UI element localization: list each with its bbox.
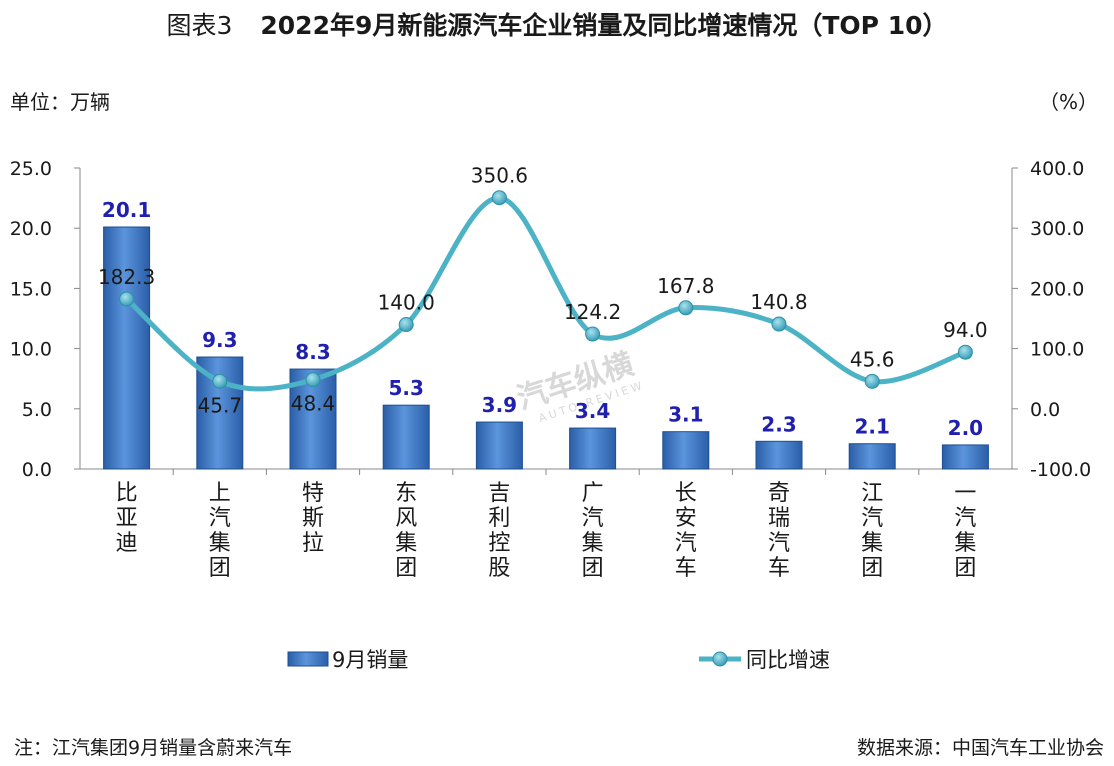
data-source: 数据来源：中国汽车工业协会: [856, 737, 1104, 759]
line-point: [678, 300, 694, 316]
bar-value-label: 2.3: [761, 412, 796, 436]
category-label: 一汽集团: [954, 481, 976, 581]
line-value-label: 167.8: [657, 274, 714, 298]
bar-value-label: 2.0: [948, 416, 983, 440]
category-label: 上汽集团: [209, 481, 231, 581]
left-tick-label: 15.0: [10, 278, 52, 300]
left-tick-label: 25.0: [10, 158, 52, 180]
bar: [382, 404, 430, 470]
category-label: 江汽集团: [861, 481, 883, 581]
category-label: 东风集团: [395, 481, 417, 581]
bar-value-label: 3.1: [668, 403, 703, 427]
right-tick-label: 100.0: [1030, 339, 1084, 361]
line-value-label: 140.8: [750, 290, 807, 314]
line-series: 182.3 45.7 48.4 140.0 350.6 124.2 167.8 140.8 45…: [98, 164, 988, 418]
growth-line: [124, 195, 968, 392]
right-tick-label: 200.0: [1030, 278, 1084, 300]
line-value-label: 45.6: [850, 347, 895, 371]
bar-value-label: 8.3: [295, 340, 330, 364]
right-tick-label: -100.0: [1030, 459, 1091, 481]
right-axis-unit: （%）: [1038, 90, 1098, 114]
line-point: [305, 372, 321, 388]
right-tick-label: 0.0: [1030, 399, 1060, 421]
right-tick-label: 300.0: [1030, 218, 1084, 240]
category-label: 比亚迪: [116, 481, 138, 556]
bar: [662, 431, 710, 470]
right-tick-label: 400.0: [1030, 158, 1084, 180]
line-value-label: 94.0: [943, 318, 988, 342]
left-tick-label: 5.0: [22, 399, 52, 421]
bar-value-label: 20.1: [102, 198, 151, 222]
bar-value-label: 2.1: [854, 415, 889, 439]
bar: [941, 444, 989, 470]
bar-value-label: 3.4: [575, 399, 610, 423]
left-tick-label: 0.0: [22, 459, 52, 481]
category-label: 奇瑞汽车: [768, 481, 790, 581]
line-point: [398, 317, 414, 333]
footnote: 注：江汽集团9月销量含蔚来汽车: [14, 737, 293, 759]
legend-bar-swatch: [287, 651, 329, 667]
line-point: [957, 344, 973, 360]
line-value-label: 140.0: [378, 291, 435, 315]
left-tick-label: 10.0: [10, 339, 52, 361]
line-point: [119, 291, 135, 307]
category-label: 长安汽车: [675, 481, 697, 581]
line-point: [212, 373, 228, 389]
bar-value-label: 9.3: [202, 328, 237, 352]
legend-line-label: 同比增速: [746, 648, 830, 672]
bar: [848, 443, 896, 470]
left-axis-unit: 单位：万辆: [10, 90, 110, 114]
line-point: [491, 190, 507, 206]
category-label: 吉利控股: [488, 481, 510, 581]
bar: [755, 440, 803, 470]
category-labels: 比亚迪 上汽集团 特斯拉 东风集团 吉利控股 广汽集团 长安汽车 奇瑞汽车 江汽集团 一汽集团: [116, 481, 977, 581]
line-value-label: 182.3: [98, 265, 155, 289]
left-tick-label: 20.0: [10, 218, 52, 240]
legend: 9月销量 同比增速: [287, 648, 830, 672]
bar-series: 20.1 9.3 8.3 5.3 3.9 3.4 3.1 2.3 2.1 2.0: [102, 198, 989, 470]
bar-value-label: 5.3: [388, 376, 423, 400]
bar: [103, 226, 151, 470]
legend-bar-label: 9月销量: [332, 648, 408, 672]
line-point: [585, 326, 601, 342]
chart-title-line: 图表3 2022年9月新能源汽车企业销量及同比增速情况（TOP 10）: [0, 6, 1114, 42]
bar: [569, 427, 617, 470]
line-value-label: 124.2: [564, 300, 621, 324]
bar-value-label: 3.9: [482, 393, 517, 417]
line-value-label: 48.4: [291, 392, 336, 416]
bar: [475, 421, 523, 470]
axes: 0.0 5.0 10.0 15.0 20.0 25.0 -100.0 0.0 100.0 200.…: [10, 158, 1092, 481]
line-value-label: 45.7: [198, 393, 243, 417]
line-value-label: 350.6: [471, 164, 528, 188]
category-label: 广汽集团: [582, 481, 604, 581]
title-prefix: 图表3: [166, 11, 233, 40]
line-point: [771, 316, 787, 332]
legend-line-marker: [712, 651, 728, 667]
category-label: 特斯拉: [302, 481, 324, 556]
line-point: [864, 373, 880, 389]
chart-title: 2022年9月新能源汽车企业销量及同比增速情况（TOP 10）: [260, 11, 948, 40]
